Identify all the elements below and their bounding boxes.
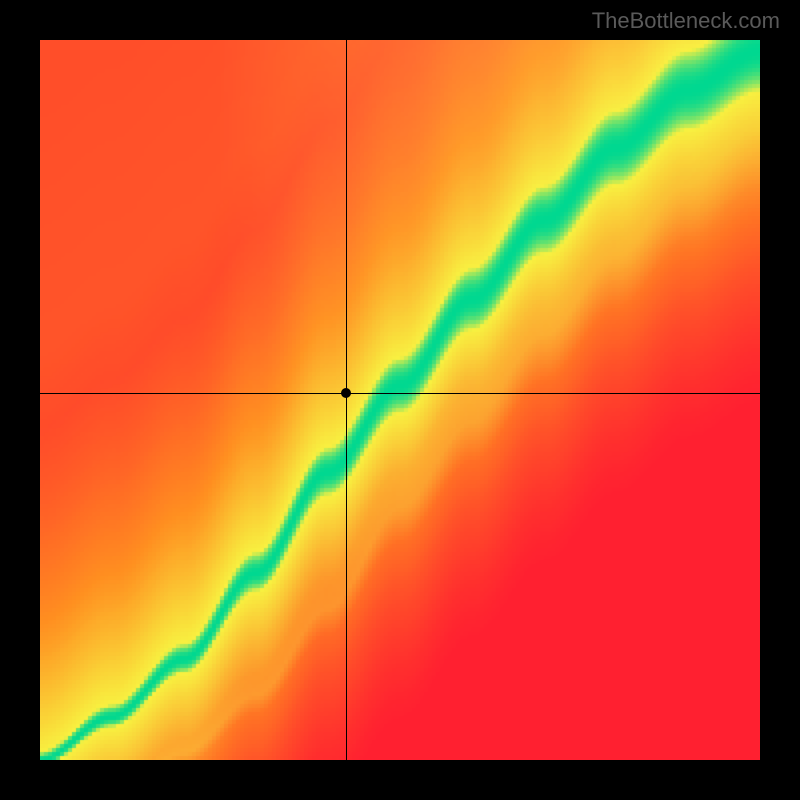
heatmap-chart <box>40 40 760 760</box>
heatmap-canvas <box>40 40 760 760</box>
watermark-text: TheBottleneck.com <box>592 8 780 34</box>
